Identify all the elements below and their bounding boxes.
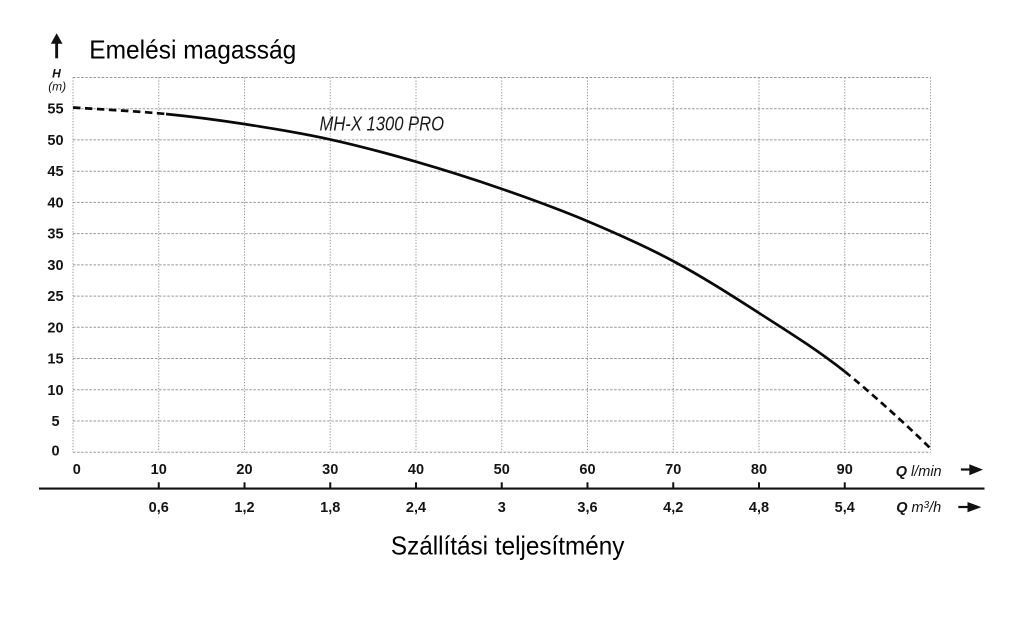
svg-text:5,4: 5,4 <box>835 500 855 516</box>
svg-text:30: 30 <box>47 258 63 274</box>
svg-text:20: 20 <box>47 320 63 336</box>
svg-text:60: 60 <box>579 462 595 478</box>
svg-text:0,6: 0,6 <box>149 500 169 516</box>
svg-text:40: 40 <box>408 462 424 478</box>
svg-text:Emelési magasság: Emelési magasság <box>89 35 296 65</box>
svg-text:50: 50 <box>47 133 63 149</box>
svg-text:4,2: 4,2 <box>663 500 683 516</box>
svg-text:5: 5 <box>51 414 59 430</box>
svg-text:55: 55 <box>47 102 63 118</box>
svg-text:H: H <box>52 67 61 81</box>
svg-text:30: 30 <box>322 462 338 478</box>
svg-text:0: 0 <box>73 462 81 478</box>
svg-text:Q l/min: Q l/min <box>896 464 942 480</box>
svg-text:(m): (m) <box>48 80 66 94</box>
svg-text:MH-X 1300 PRO: MH-X 1300 PRO <box>320 112 445 135</box>
svg-text:10: 10 <box>151 462 167 478</box>
svg-text:35: 35 <box>47 227 63 243</box>
svg-text:50: 50 <box>494 462 510 478</box>
svg-text:Q m3/h: Q m3/h <box>896 500 941 516</box>
svg-text:2,4: 2,4 <box>406 500 426 516</box>
svg-text:70: 70 <box>665 462 681 478</box>
svg-text:10: 10 <box>47 383 63 399</box>
svg-text:0: 0 <box>51 444 59 460</box>
svg-text:15: 15 <box>47 352 63 368</box>
svg-text:20: 20 <box>236 462 252 478</box>
svg-text:25: 25 <box>47 289 63 305</box>
svg-text:45: 45 <box>47 164 63 180</box>
svg-text:80: 80 <box>751 462 767 478</box>
svg-text:40: 40 <box>47 195 63 211</box>
svg-text:4,8: 4,8 <box>749 500 769 516</box>
svg-text:3: 3 <box>498 500 506 516</box>
svg-text:1,8: 1,8 <box>320 500 340 516</box>
svg-text:90: 90 <box>837 462 853 478</box>
svg-text:Szállítási teljesítmény: Szállítási teljesítmény <box>391 531 625 561</box>
svg-text:1,2: 1,2 <box>234 500 254 516</box>
svg-text:3,6: 3,6 <box>577 500 597 516</box>
